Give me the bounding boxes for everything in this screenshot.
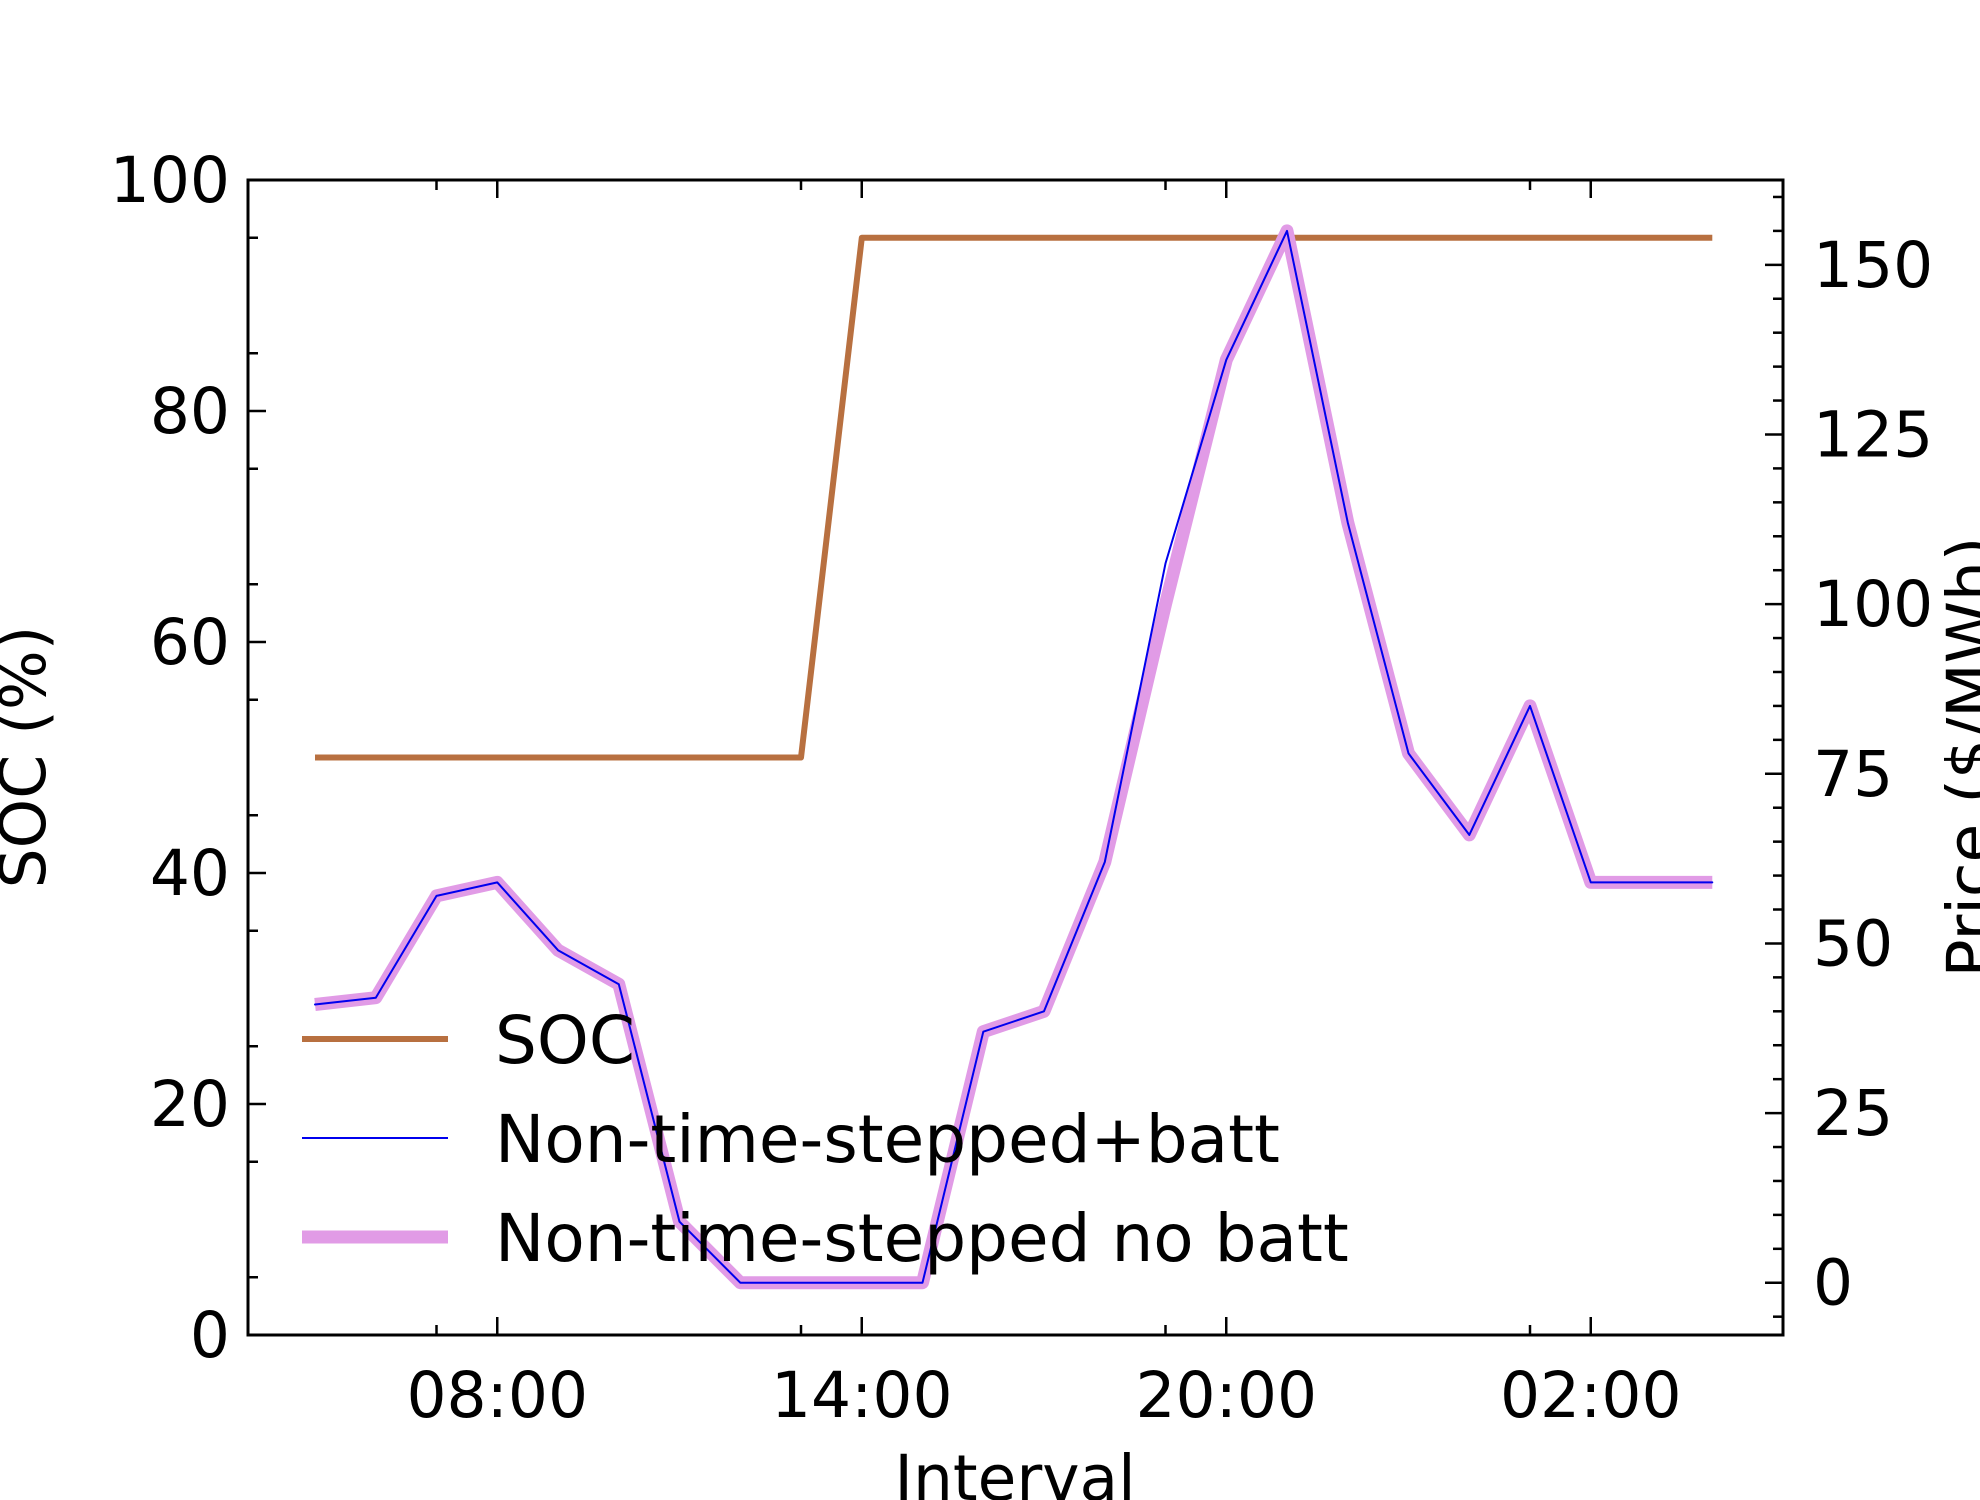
y-right-tick-label: 150 [1813, 229, 1933, 302]
legend-label-1: Non-time-stepped+batt [495, 1101, 1280, 1178]
ticks-layer: 0 20 40 60 80 100 0 25 50 75 100 125 150 08:00 14:00 20… [110, 144, 1934, 1432]
legend: SOC Non-time-stepped+batt Non-time-stepped… [302, 1002, 1349, 1277]
plot-area-frame [246, 178, 1785, 1337]
x-tick-label: 20:00 [1135, 1359, 1317, 1432]
y-left-tick-label: 60 [150, 606, 230, 679]
series-line-1 [314, 229, 1714, 1284]
x-axis-title: Interval [894, 1442, 1135, 1500]
y-left-tick-label: 80 [150, 375, 230, 448]
series-line-0 [315, 234, 1713, 761]
y-left-tick-label: 40 [150, 837, 230, 910]
series-layer [314, 224, 1714, 1290]
y-left-tick-label: 20 [150, 1068, 230, 1141]
x-tick-label: 02:00 [1500, 1359, 1682, 1432]
legend-label-0: SOC [495, 1002, 635, 1079]
x-tick-label: 08:00 [406, 1359, 588, 1432]
y-axis-title-left: SOC (%) [0, 626, 60, 889]
y-axis-title-right: Price ($/MWh) [1934, 537, 1980, 978]
y-right-tick-label: 25 [1813, 1077, 1893, 1150]
y-right-tick-label: 100 [1813, 568, 1933, 641]
y-right-tick-label: 75 [1813, 738, 1893, 811]
y-right-tick-label: 125 [1813, 398, 1933, 471]
y-left-tick-label: 100 [110, 144, 230, 217]
x-tick-label: 14:00 [771, 1359, 953, 1432]
y-right-tick-label: 0 [1813, 1247, 1853, 1320]
y-right-tick-label: 50 [1813, 907, 1893, 980]
legend-label-2: Non-time-stepped no batt [495, 1200, 1349, 1277]
y-left-tick-label: 0 [190, 1299, 230, 1372]
